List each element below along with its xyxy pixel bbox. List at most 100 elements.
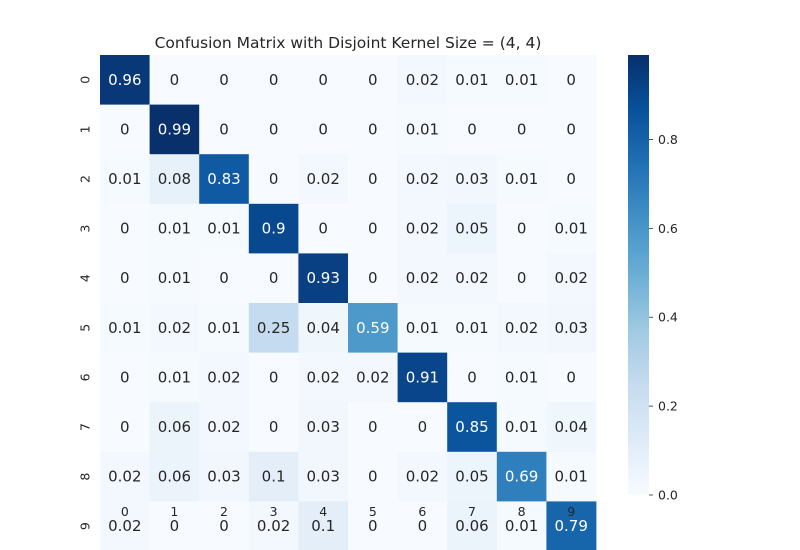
cell-r1-c2 xyxy=(199,104,250,155)
cell-label-r5-c8: 0.02 xyxy=(505,319,538,337)
x-tick-label-5: 5 xyxy=(369,504,377,519)
colorbar: 0.0 0.2 0.4 0.6 0.8 xyxy=(628,55,678,503)
cell-r0-c6 xyxy=(397,55,448,105)
cell-label-r5-c3: 0.25 xyxy=(257,319,290,337)
cell-r7-c2 xyxy=(199,402,250,453)
cell-label-r8-c2: 0.03 xyxy=(207,468,240,486)
cell-r8-c9 xyxy=(546,451,597,502)
cell-label-r5-c6: 0.01 xyxy=(406,319,439,337)
cell-r1-c0 xyxy=(100,104,150,155)
cell-r7-c5 xyxy=(348,402,398,453)
cell-label-r7-c5: 0 xyxy=(368,418,378,436)
cell-label-r6-c9: 0 xyxy=(566,368,576,386)
cell-r6-c8 xyxy=(496,352,547,403)
cell-label-r4-c8: 0 xyxy=(517,269,527,287)
cell-r1-c6 xyxy=(397,104,448,155)
cell-label-r7-c1: 0.06 xyxy=(158,418,191,436)
x-tick-label-0: 0 xyxy=(121,504,129,519)
heatmap-cell-labels: 0.96 0 0 0 0 0 0.02 0.01 0.01 00 0.99 0 0 0 0 0.01 0 0 00.… xyxy=(108,71,588,535)
cell-r3-c6 xyxy=(397,203,448,254)
y-tick-label-9: 9 xyxy=(78,522,93,530)
cell-label-r8-c6: 0.02 xyxy=(406,468,439,486)
cell-r5-c4 xyxy=(298,303,349,353)
cell-r2-c9 xyxy=(546,154,597,205)
cell-label-r6-c1: 0.01 xyxy=(158,368,191,386)
cell-r5-c2 xyxy=(199,303,250,353)
cell-label-r4-c3: 0 xyxy=(269,269,279,287)
cell-label-r6-c5: 0.02 xyxy=(356,368,389,386)
cell-r0-c4 xyxy=(298,55,349,105)
cell-label-r9-c9: 0.79 xyxy=(554,517,587,535)
cell-r4-c0 xyxy=(100,253,150,304)
cell-label-r7-c0: 0 xyxy=(120,418,130,436)
colorbar-ticks: 0.0 0.2 0.4 0.6 0.8 xyxy=(649,132,678,503)
cell-r4-c1 xyxy=(149,253,200,304)
cell-r5-c9 xyxy=(546,303,597,353)
cell-label-r4-c0: 0 xyxy=(120,269,130,287)
cell-label-r2-c7: 0.03 xyxy=(455,170,488,188)
cell-label-r5-c4: 0.04 xyxy=(306,319,339,337)
cell-label-r6-c2: 0.02 xyxy=(207,368,240,386)
cell-r9-c4 xyxy=(298,501,349,550)
cell-r9-c6 xyxy=(397,501,448,550)
cell-label-r2-c6: 0.02 xyxy=(406,170,439,188)
cell-label-r3-c2: 0.01 xyxy=(207,220,240,238)
cell-r4-c6 xyxy=(397,253,448,304)
cell-r7-c9 xyxy=(546,402,597,453)
cell-r8-c4 xyxy=(298,451,349,502)
cell-r3-c7 xyxy=(447,203,498,254)
colorbar-tick-label-3: 0.6 xyxy=(658,221,678,236)
cell-label-r3-c6: 0.02 xyxy=(406,220,439,238)
cell-label-r4-c4: 0.93 xyxy=(306,269,339,287)
cell-label-r5-c9: 0.03 xyxy=(554,319,587,337)
cell-r0-c0 xyxy=(100,55,150,105)
colorbar-gradient xyxy=(628,55,649,495)
colorbar-tick-label-1: 0.2 xyxy=(658,399,678,414)
cell-label-r1-c6: 0.01 xyxy=(406,120,439,138)
cell-r7-c4 xyxy=(298,402,349,453)
cell-r7-c6 xyxy=(397,402,448,453)
cell-label-r9-c0: 0.02 xyxy=(108,517,141,535)
cell-label-r3-c7: 0.05 xyxy=(455,220,488,238)
cell-label-r1-c8: 0 xyxy=(517,120,527,138)
cell-r7-c7 xyxy=(447,402,498,453)
cell-label-r9-c6: 0 xyxy=(418,517,428,535)
x-tick-label-8: 8 xyxy=(518,504,526,519)
cell-r7-c0 xyxy=(100,402,150,453)
cell-r2-c8 xyxy=(496,154,547,205)
cell-r2-c4 xyxy=(298,154,349,205)
cell-r6-c5 xyxy=(348,352,398,403)
cell-label-r2-c3: 0 xyxy=(269,170,279,188)
cell-label-r4-c5: 0 xyxy=(368,269,378,287)
cell-r6-c0 xyxy=(100,352,150,403)
cell-label-r6-c0: 0 xyxy=(120,368,130,386)
cell-label-r1-c4: 0 xyxy=(318,120,328,138)
cell-label-r2-c1: 0.08 xyxy=(158,170,191,188)
cell-r1-c5 xyxy=(348,104,398,155)
cell-r4-c9 xyxy=(546,253,597,304)
cell-label-r2-c9: 0 xyxy=(566,170,576,188)
cell-label-r5-c1: 0.02 xyxy=(158,319,191,337)
cell-r3-c1 xyxy=(149,203,200,254)
cell-label-r9-c2: 0 xyxy=(219,517,229,535)
cell-r8-c3 xyxy=(248,451,299,502)
colorbar-tick-label-2: 0.4 xyxy=(658,310,678,325)
cell-r0-c8 xyxy=(496,55,547,105)
cell-r8-c8 xyxy=(496,451,547,502)
cell-label-r0-c4: 0 xyxy=(318,71,328,89)
y-tick-label-1: 1 xyxy=(78,125,93,133)
cell-label-r0-c0: 0.96 xyxy=(108,71,141,89)
y-tick-label-5: 5 xyxy=(78,324,93,332)
cell-r0-c5 xyxy=(348,55,398,105)
cell-label-r9-c3: 0.02 xyxy=(257,517,290,535)
cell-label-r0-c9: 0 xyxy=(566,71,576,89)
x-tick-label-6: 6 xyxy=(418,504,426,519)
cell-label-r0-c6: 0.02 xyxy=(406,71,439,89)
cell-r2-c7 xyxy=(447,154,498,205)
cell-r9-c7 xyxy=(447,501,498,550)
cell-r1-c7 xyxy=(447,104,498,155)
cell-label-r5-c7: 0.01 xyxy=(455,319,488,337)
cell-r8-c5 xyxy=(348,451,398,502)
cell-label-r9-c1: 0 xyxy=(170,517,180,535)
cell-label-r0-c5: 0 xyxy=(368,71,378,89)
